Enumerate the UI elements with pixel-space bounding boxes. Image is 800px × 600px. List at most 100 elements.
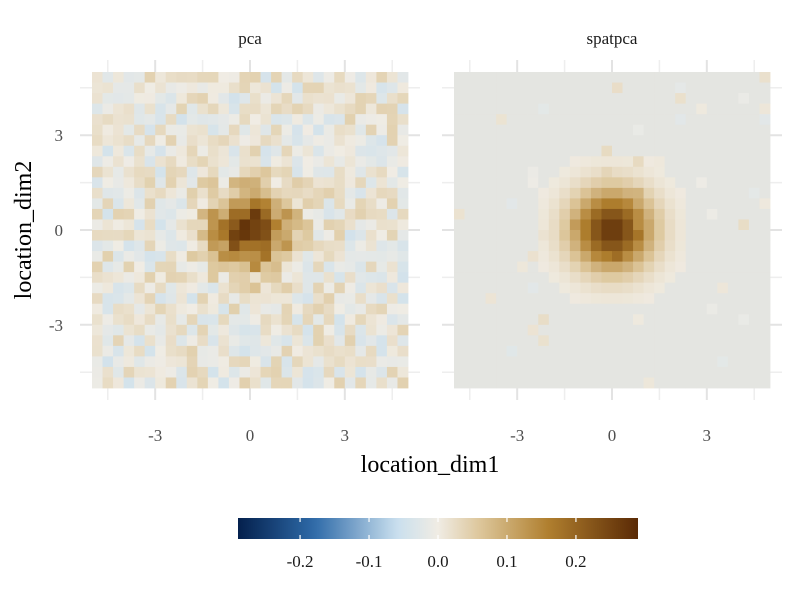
heatmap-cell (706, 356, 718, 368)
heatmap-cell (365, 219, 377, 231)
heatmap-cell (727, 135, 739, 147)
heatmap-cell (134, 114, 146, 126)
heatmap-cell (302, 72, 314, 83)
heatmap-cell (759, 272, 771, 284)
heatmap-cell (485, 251, 497, 262)
heatmap-cell (738, 303, 750, 315)
heatmap-cell (271, 282, 282, 294)
heatmap-cell (559, 345, 571, 357)
heatmap-cell (601, 177, 613, 189)
heatmap-cell (622, 135, 634, 147)
heatmap-cell (496, 177, 508, 189)
heatmap-cell (355, 251, 367, 262)
heatmap-cell (464, 72, 476, 83)
heatmap-cell (464, 240, 476, 252)
heatmap-cell (643, 366, 655, 378)
heatmap-cell (176, 145, 188, 157)
heatmap-cell (559, 230, 571, 241)
heatmap-cell (559, 261, 571, 273)
heatmap-cell (281, 177, 293, 189)
heatmap-cell (218, 377, 230, 389)
heatmap-cell (759, 187, 771, 199)
heatmap-cell (323, 72, 335, 83)
heatmap-cell (612, 282, 623, 294)
heatmap-cell (759, 82, 771, 94)
heatmap-cell (102, 114, 114, 126)
heatmap-cell (506, 303, 518, 315)
heatmap-cell (186, 198, 198, 210)
heatmap-cell (485, 177, 497, 189)
heatmap-cell (748, 335, 760, 347)
heatmap-cell (643, 166, 655, 178)
heatmap-cell (155, 282, 167, 294)
heatmap-cell (113, 366, 124, 378)
heatmap-cell (397, 324, 409, 336)
heatmap-cell (685, 261, 697, 273)
heatmap-cell (144, 177, 156, 189)
heatmap-cell (355, 198, 367, 210)
heatmap-cell (344, 208, 356, 220)
heatmap-cell (601, 293, 613, 305)
heatmap-cell (397, 314, 409, 326)
heatmap-cell (302, 114, 314, 126)
heatmap-cell (134, 251, 146, 262)
heatmap-cell (176, 356, 188, 368)
heatmap-cell (706, 230, 718, 241)
heatmap-cell (92, 219, 103, 231)
heatmap-cell (197, 114, 209, 126)
heatmap-cell (176, 103, 188, 115)
heatmap-cell (485, 219, 497, 231)
heatmap-cell (622, 377, 634, 389)
heatmap-cell (397, 124, 409, 136)
heatmap-cell (218, 366, 230, 378)
heatmap-cell (675, 93, 687, 104)
heatmap-cell (355, 166, 367, 178)
heatmap-cell (365, 261, 377, 273)
heatmap-cell (580, 198, 592, 210)
heatmap-cell (538, 93, 550, 104)
heatmap-cell (260, 335, 272, 347)
heatmap-cell (355, 135, 367, 147)
heatmap-cell (590, 135, 602, 147)
heatmap-cell (228, 156, 240, 168)
heatmap-cell (134, 198, 146, 210)
heatmap-cell (281, 114, 293, 126)
heatmap-cell (727, 72, 739, 83)
heatmap-cell (664, 82, 676, 94)
heatmap-cell (696, 208, 708, 220)
heatmap-cell (365, 166, 377, 178)
heatmap-cell (281, 230, 293, 241)
heatmap-cell (696, 335, 708, 347)
heatmap-cell (239, 356, 251, 368)
heatmap-cell (155, 345, 167, 357)
heatmap-cell (506, 282, 518, 294)
y-axis-title: location_dim2 (11, 161, 37, 300)
heatmap-cell (643, 356, 655, 368)
heatmap-cell (323, 314, 335, 326)
heatmap-cell (738, 335, 750, 347)
heatmap-cell (155, 114, 167, 126)
y-tick-label: -3 (49, 316, 63, 335)
heatmap-cell (176, 303, 188, 315)
heatmap-cell (654, 187, 666, 199)
heatmap-cell (165, 303, 177, 315)
heatmap-cell (727, 166, 739, 178)
heatmap-cell (155, 177, 167, 189)
heatmap-cell (260, 261, 272, 273)
heatmap-cell (696, 293, 708, 305)
heatmap-cell (727, 335, 739, 347)
heatmap-cell (527, 303, 539, 315)
heatmap-cell (633, 82, 644, 94)
heatmap-cell (612, 324, 623, 336)
heatmap-cell (123, 187, 135, 199)
heatmap-cell (323, 282, 335, 294)
heatmap-cell (654, 303, 666, 315)
heatmap-cell (186, 82, 198, 94)
heatmap-cell (386, 93, 398, 104)
heatmap-cell (527, 324, 539, 336)
heatmap-cell (386, 145, 398, 157)
heatmap-cell (454, 82, 465, 94)
heatmap-cell (155, 293, 167, 305)
heatmap-cell (706, 135, 718, 147)
heatmap-cell (633, 219, 644, 231)
